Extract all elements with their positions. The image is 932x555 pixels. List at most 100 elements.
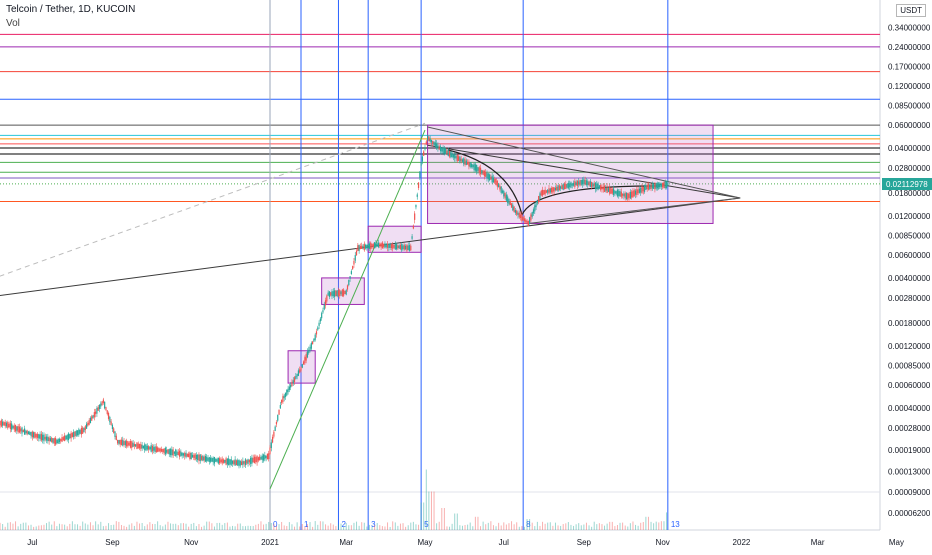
- volume-bar-150: [374, 525, 376, 530]
- candle-body-428: [539, 193, 541, 199]
- volume-bar-230: [580, 525, 582, 530]
- volume-bar-182: [456, 513, 458, 530]
- price-tick-17: 0.00060000: [888, 381, 931, 390]
- last-price-tag: [882, 178, 932, 191]
- candle-body-320: [399, 245, 402, 250]
- candle-body-175: [212, 457, 214, 463]
- candle-body-315: [393, 244, 395, 248]
- symbol-title: Telcoin / Tether, 1D, KUCOIN: [6, 4, 136, 15]
- candle-body-288: [358, 244, 360, 251]
- candle-body-82: [92, 415, 94, 418]
- currency-badge[interactable]: USDT: [896, 4, 926, 17]
- candle-body-244: [301, 364, 303, 368]
- time-label-3: 2021: [261, 538, 279, 547]
- time-label-2: Nov: [184, 538, 198, 547]
- candle-body-20: [12, 425, 14, 429]
- volume-bar-207: [521, 526, 523, 530]
- candle-body-39: [36, 433, 39, 438]
- candle-body-184: [224, 459, 226, 463]
- volume-bar-146: [363, 522, 365, 530]
- candle-body-60: [64, 435, 66, 442]
- candle-body-364: [456, 155, 458, 161]
- candle-body-444: [560, 186, 562, 189]
- candle-body-337: [421, 156, 424, 162]
- volume-bar-96: [234, 526, 236, 530]
- candles-group: [0, 134, 669, 469]
- candle-body-80: [89, 417, 92, 424]
- candle-body-53: [54, 438, 57, 445]
- candle-body-331: [414, 213, 416, 220]
- last-price-label: 0.02112978: [886, 180, 928, 189]
- candle-body-377: [473, 163, 475, 171]
- candle-body-484: [611, 189, 613, 194]
- candle-body-144: [172, 449, 174, 456]
- candle-body-136: [162, 449, 164, 453]
- candle-body-365: [457, 156, 460, 161]
- candle-body-407: [512, 204, 514, 211]
- volume-bar-220: [554, 522, 556, 530]
- candle-body-140: [167, 449, 169, 454]
- volume-bar-237: [598, 523, 600, 530]
- candle-body-58: [61, 437, 63, 442]
- candle-body-357: [447, 150, 449, 156]
- candle-body-29: [23, 428, 26, 435]
- candle-body-122: [144, 444, 146, 451]
- volume-bar-155: [387, 522, 389, 530]
- volume-bar-221: [557, 525, 559, 530]
- volume-bar-263: [666, 512, 668, 530]
- candle-body-487: [615, 191, 617, 194]
- volume-bar-137: [340, 523, 342, 530]
- candle-body-101: [116, 439, 119, 444]
- volume-bar-22: [43, 524, 45, 530]
- candle-body-490: [619, 191, 621, 197]
- volume-bar-165: [412, 521, 414, 530]
- candle-body-98: [113, 428, 115, 433]
- price-tick-22: 0.00009000: [888, 488, 931, 497]
- candle-body-443: [558, 185, 560, 191]
- candle-body-15: [5, 422, 8, 427]
- volume-bar-129: [319, 521, 321, 530]
- candle-body-427: [538, 196, 540, 203]
- candle-body-143: [171, 449, 173, 456]
- candle-body-338: [423, 151, 425, 156]
- volume-bar-24: [48, 521, 50, 530]
- volume-bar-253: [640, 522, 642, 530]
- candle-body-454: [572, 182, 575, 186]
- candle-body-429: [540, 190, 542, 196]
- volume-bar-176: [441, 508, 443, 530]
- volume-bar-251: [635, 524, 637, 530]
- candle-body-191: [233, 460, 235, 465]
- candle-body-355: [445, 148, 447, 155]
- candle-body-374: [469, 162, 471, 168]
- volume-bar-246: [622, 522, 624, 530]
- volume-bar-196: [492, 525, 494, 530]
- candle-body-176: [213, 456, 216, 464]
- candle-body-22: [14, 424, 17, 432]
- volume-bar-247: [624, 525, 626, 530]
- candle-body-46: [45, 436, 48, 441]
- volume-bar-57: [133, 525, 135, 530]
- volume-bar-194: [487, 522, 489, 530]
- candle-body-275: [341, 289, 343, 296]
- candle-body-72: [79, 429, 81, 434]
- volume-bar-225: [567, 522, 569, 530]
- candle-body-511: [646, 185, 648, 190]
- volume-bar-148: [368, 524, 370, 530]
- candle-body-97: [111, 424, 114, 430]
- candle-body-185: [225, 458, 227, 465]
- candle-body-396: [498, 184, 500, 188]
- candle-body-222: [273, 431, 275, 437]
- candle-body-112: [131, 441, 133, 448]
- candle-body-174: [211, 458, 213, 462]
- candle-body-94: [107, 412, 110, 419]
- volume-bar-139: [345, 522, 347, 530]
- candle-body-518: [655, 183, 657, 189]
- candle-body-167: [202, 455, 204, 461]
- candle-body-32: [27, 431, 30, 435]
- candle-body-27: [21, 427, 23, 434]
- candle-body-491: [620, 191, 622, 197]
- volume-bar-61: [144, 526, 146, 530]
- volume-bar-132: [327, 525, 329, 530]
